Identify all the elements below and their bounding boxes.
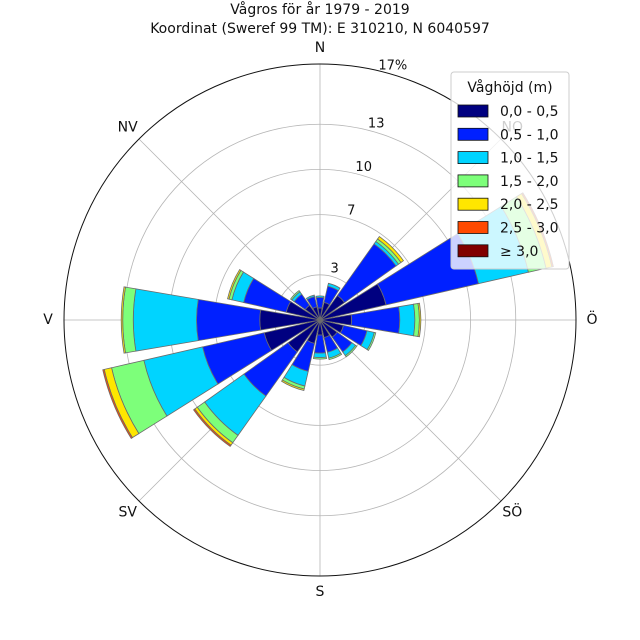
legend-label-1: 0,5 - 1,0 xyxy=(500,127,558,143)
direction-label-3: SÖ xyxy=(502,502,522,520)
bar-sector-8-bin-2 xyxy=(313,352,327,359)
bar-sector-15-bin-2 xyxy=(305,294,316,301)
legend-label-4: 2,0 - 2,5 xyxy=(500,197,558,213)
legend-swatch-1 xyxy=(457,127,489,141)
bar-sector-2-bin-4 xyxy=(377,235,405,263)
direction-label-6: V xyxy=(43,312,53,328)
legend-swatch-0 xyxy=(457,104,489,118)
bar-sector-12-bin-4 xyxy=(120,286,126,354)
bar-sector-12-bin-2 xyxy=(132,288,199,352)
bar-sector-5-bin-3 xyxy=(366,331,377,351)
grid-spoke-7 xyxy=(138,138,321,321)
direction-label-5: SV xyxy=(118,504,137,520)
bar-sector-7-bin-3 xyxy=(328,352,343,361)
bar-sector-4-bin-2 xyxy=(398,303,416,337)
ring-label-0: 3 xyxy=(331,261,339,276)
direction-label-7: NV xyxy=(118,120,138,136)
legend-swatch-6 xyxy=(457,244,489,258)
legend-label-2: 1,0 - 1,5 xyxy=(500,151,558,167)
legend: Våghöjd (m) 0,0 - 0,5 0,5 - 1,0 1,0 - 1,5 1… xyxy=(450,71,570,270)
legend-label-3: 1,5 - 2,0 xyxy=(500,174,558,190)
ring-labels: 3 7 10 13 17% xyxy=(331,59,408,277)
legend-label-0: 0,0 - 0,5 xyxy=(500,104,558,120)
bar-sector-0-bin-2 xyxy=(315,295,325,299)
legend-items: 0,0 - 0,5 0,5 - 1,0 1,0 - 1,5 1,5 - 2,0 2,0 … xyxy=(457,104,558,260)
chart-title: Vågros för år 1979 - 2019 xyxy=(230,1,409,18)
legend-swatch-2 xyxy=(457,151,489,165)
legend-swatch-5 xyxy=(457,221,489,234)
bar-sector-10-bin-5 xyxy=(193,408,232,447)
chart-subtitle: Koordinat (Sweref 99 TM): E 310210, N 60… xyxy=(150,21,490,37)
direction-label-2: Ö xyxy=(586,310,597,328)
legend-swatch-4 xyxy=(457,197,489,211)
outer-ring xyxy=(63,63,577,577)
ring-label-1: 7 xyxy=(347,204,355,219)
direction-label-0: N xyxy=(315,40,325,56)
ring-label-3: 13 xyxy=(368,117,385,132)
bar-sector-13-bin-4 xyxy=(227,269,242,300)
legend-title: Våghöjd (m) xyxy=(467,79,552,96)
bar-sector-11-bin-5 xyxy=(102,368,134,439)
outer-circle xyxy=(63,63,577,577)
bar-sector-9-bin-4 xyxy=(281,379,305,391)
bar-sector-14-bin-3 xyxy=(289,289,301,301)
legend-swatch-3 xyxy=(457,174,489,188)
bar-sector-0-bin-1 xyxy=(315,297,325,309)
direction-label-4: S xyxy=(316,584,325,600)
legend-label-6: ≥ 3,0 xyxy=(500,244,538,260)
legend-frame xyxy=(450,71,570,270)
ring-label-4: 17% xyxy=(378,59,407,74)
bar-sector-1-bin-2 xyxy=(327,282,341,292)
bar-sector-6-bin-3 xyxy=(344,344,358,358)
ring-label-2: 10 xyxy=(355,160,372,175)
bar-sector-8-bin-3 xyxy=(313,356,327,360)
bar-sector-12-bin-1 xyxy=(196,298,262,342)
legend-label-5: 2,5 - 3,0 xyxy=(500,221,558,237)
bar-sector-4-bin-4 xyxy=(417,302,422,338)
